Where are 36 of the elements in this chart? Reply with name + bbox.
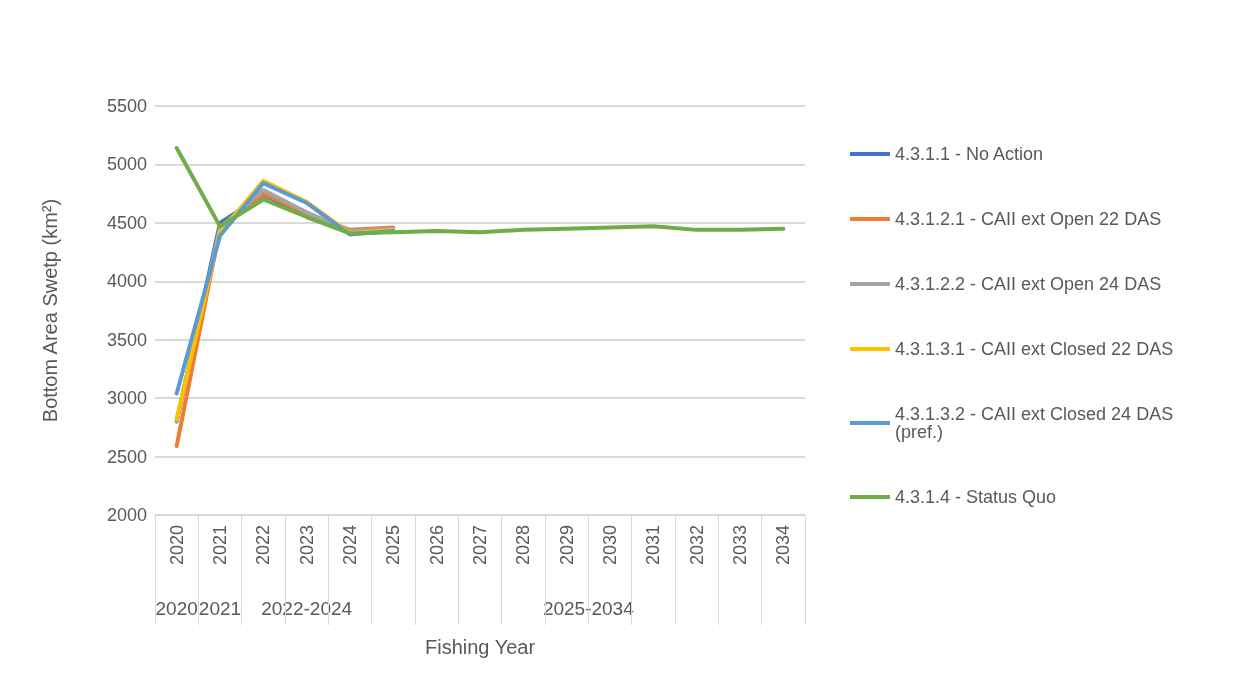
y-tick-label: 2500 — [106, 446, 147, 467]
x-tick-label: 2025 — [383, 525, 404, 566]
y-tick-label: 3000 — [106, 388, 147, 409]
text: 2025-2034 — [542, 598, 635, 619]
text: 2021 — [198, 598, 242, 619]
y-tick-label: 5500 — [106, 96, 147, 116]
y-tick-label: 5000 — [106, 154, 147, 175]
y-axis-title: Bottom Area Swetp (km²) — [39, 198, 61, 423]
x-tick-label: 2031 — [643, 525, 664, 566]
x-tick-label: 2020 — [166, 525, 187, 566]
y-tick-label: 2000 — [106, 505, 147, 525]
x-axis-title: Fishing Year — [424, 636, 536, 658]
legend-label: 4.3.1.4 - Status Quo — [895, 487, 1057, 507]
x-tick-label: 2034 — [773, 525, 794, 566]
legend-label: 4.3.1.3.2 - CAII ext Closed 24 DAS (pref.) — [895, 404, 1179, 442]
x-tick-label: 2032 — [686, 525, 707, 566]
x-tick-label: 2028 — [513, 525, 534, 566]
x-tick-label: 2021 — [210, 525, 230, 566]
x-tick-label: 2033 — [730, 525, 750, 566]
x-tick-label: 2029 — [556, 525, 577, 566]
text: 2022-2024 — [261, 598, 353, 619]
text: 2020 — [155, 598, 198, 619]
x-tick-label: 2024 — [340, 525, 360, 566]
x-tick-label: 2022 — [253, 525, 274, 566]
y-tick-label: 4000 — [106, 271, 147, 292]
legend-label: 4.3.1.2.2 - CAII ext Open 24 DAS — [895, 274, 1162, 294]
x-tick-label: 2030 — [600, 525, 620, 566]
line-series — [174, 146, 786, 236]
x-tick-label: 2023 — [296, 525, 317, 566]
x-tick-label: 2026 — [426, 525, 447, 566]
legend-label: 4.3.1.3.1 - CAII ext Closed 22 DAS — [895, 339, 1174, 359]
x-tick-label: 2027 — [470, 525, 490, 566]
y-tick-label: 3500 — [106, 329, 147, 350]
legend-label: 4.3.1.2.1 - CAII ext Open 22 DAS — [895, 209, 1162, 229]
y-tick-label: 4500 — [106, 212, 147, 233]
legend-label: 4.3.1.1 - No Action — [895, 144, 1044, 164]
